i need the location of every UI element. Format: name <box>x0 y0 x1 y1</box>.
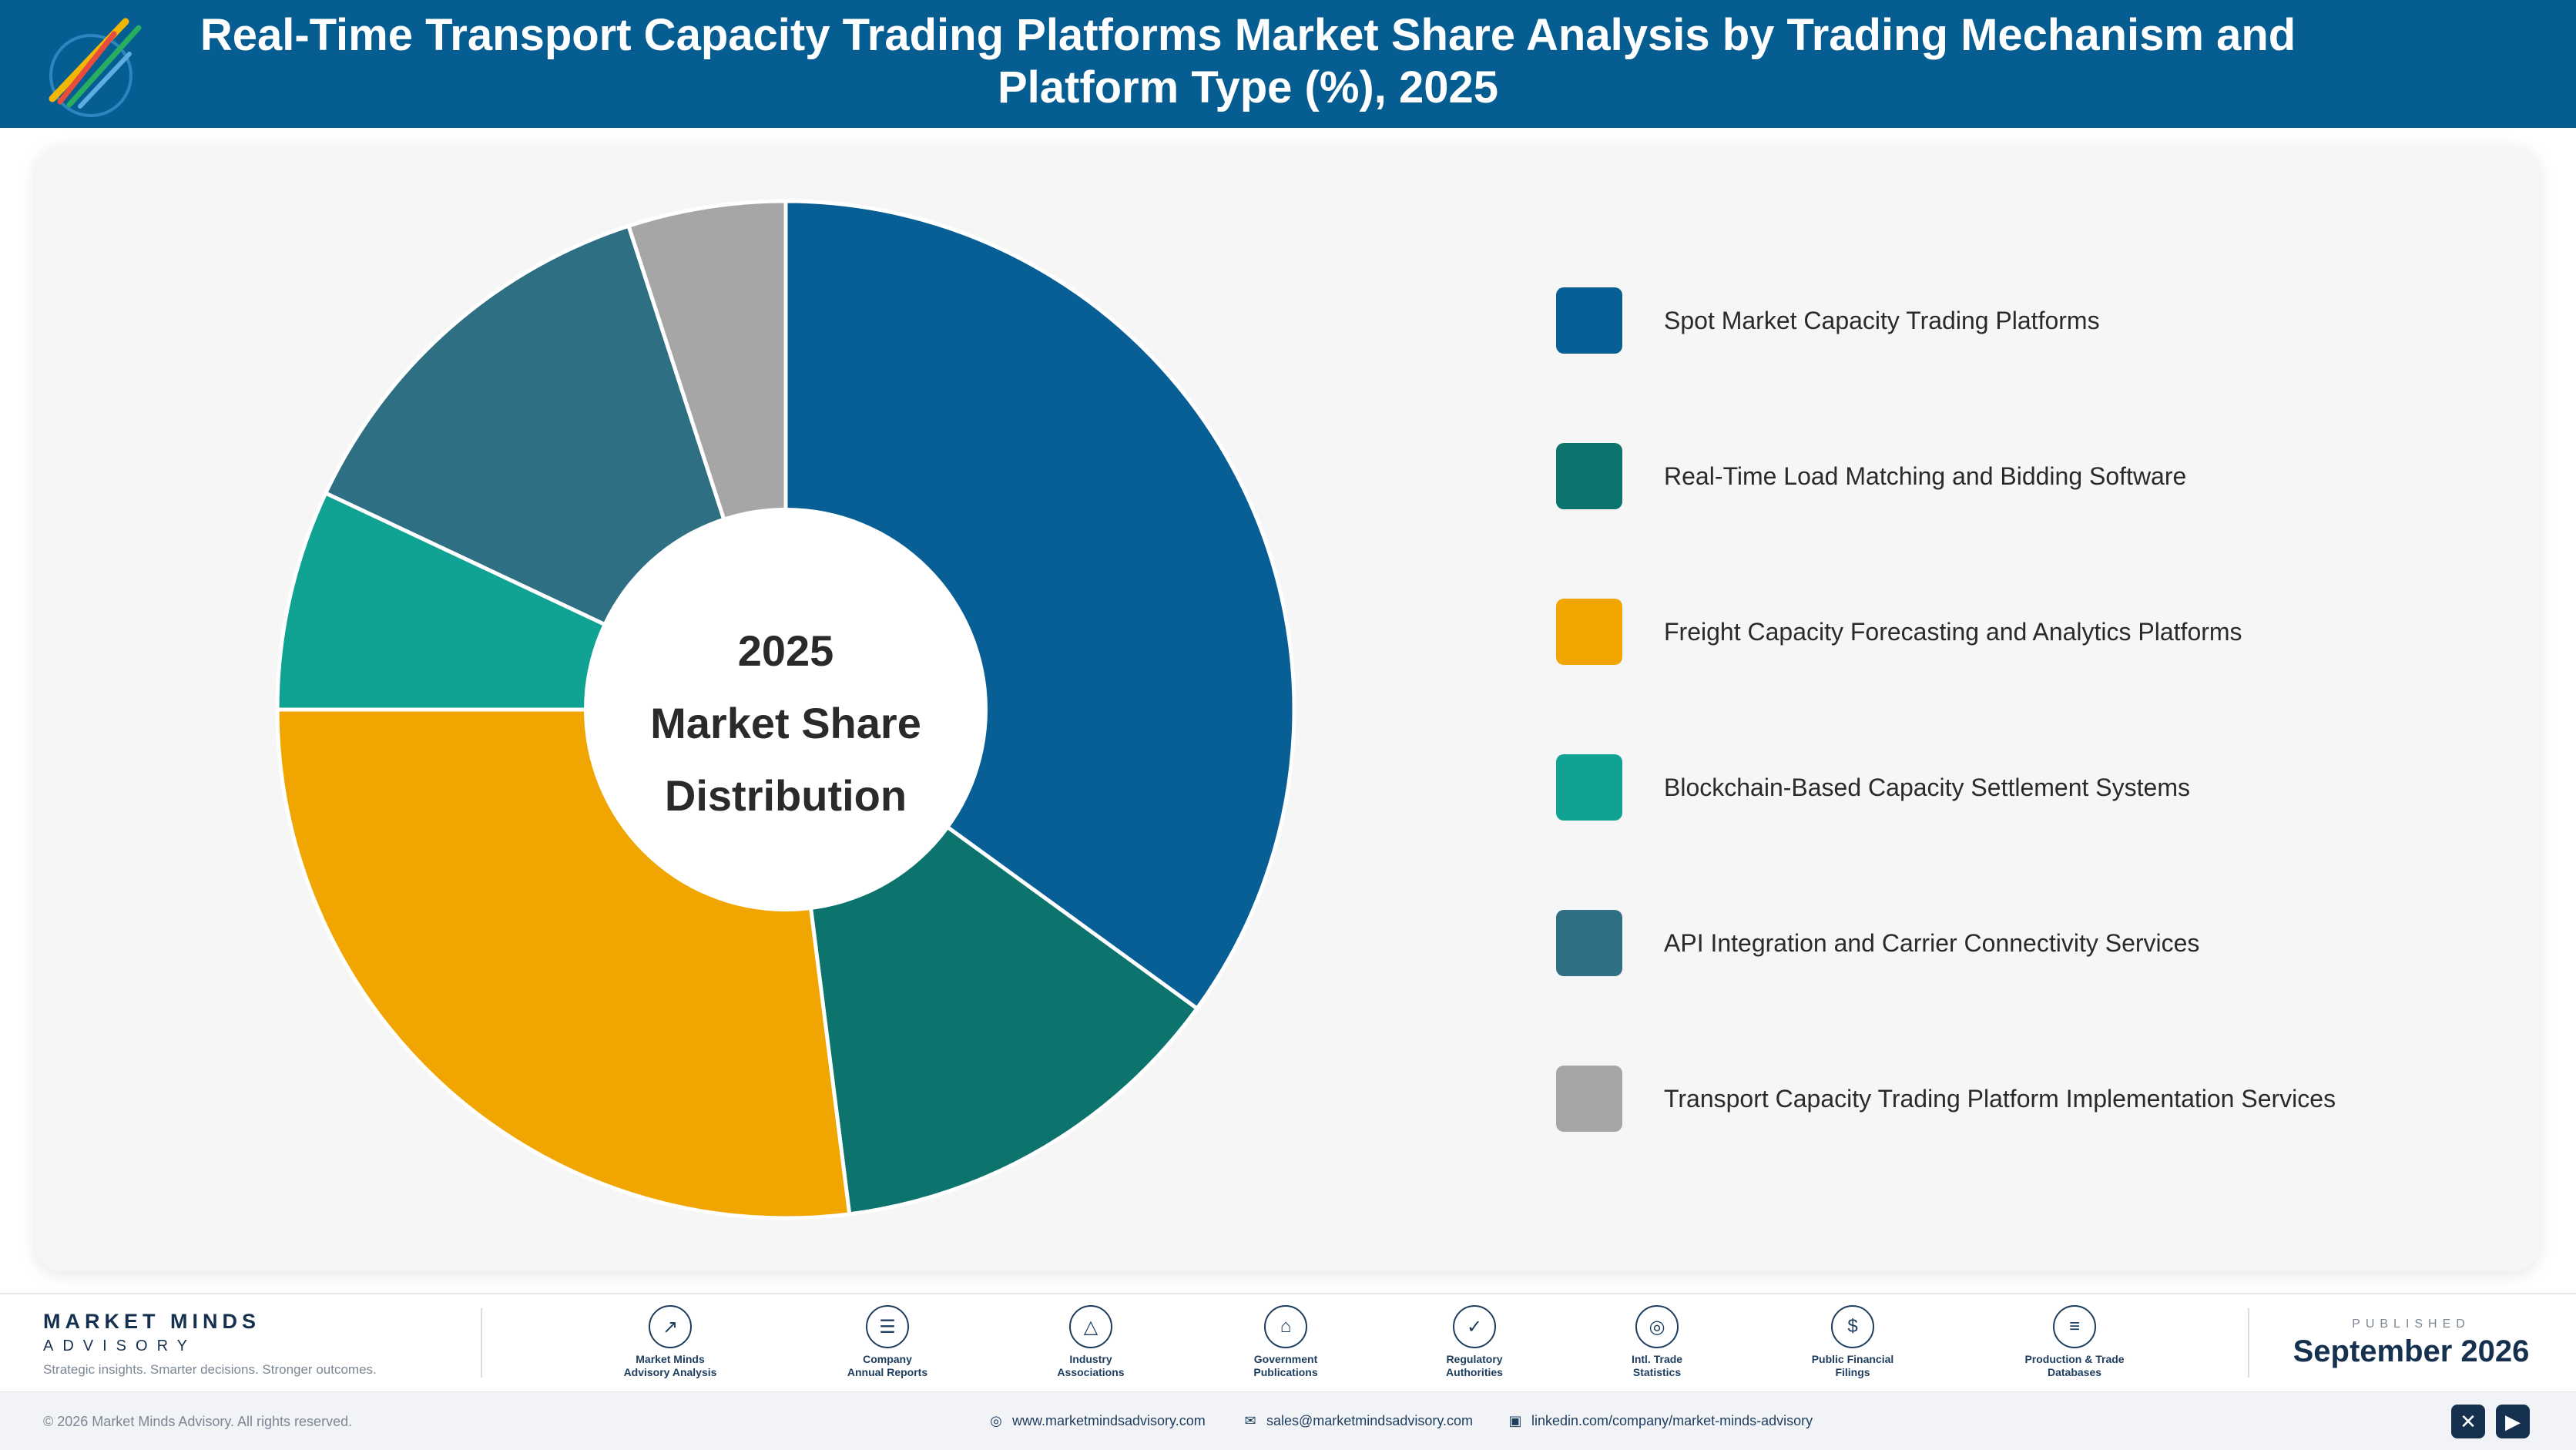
source-company-reports: ☰ Company Annual Reports <box>803 1305 972 1379</box>
source-label: Production & Trade Databases <box>2024 1353 2125 1378</box>
center-label-year: 2025 <box>738 626 834 675</box>
email-link[interactable]: ✉ sales@marketmindsadvisory.com <box>1242 1412 1473 1429</box>
center-label-title: Market Share <box>650 699 921 747</box>
donut-hole <box>584 508 988 911</box>
website-text: www.marketmindsadvisory.com <box>1012 1412 1206 1428</box>
website-link[interactable]: ◎ www.marketmindsadvisory.com <box>988 1412 1206 1429</box>
source-financial-filings: $ Public Financial Filings <box>1768 1305 1937 1379</box>
legend-item: Transport Capacity Trading Platform Impl… <box>1556 1065 2403 1133</box>
legend-label: Transport Capacity Trading Platform Impl… <box>1664 1084 2336 1113</box>
source-label: Industry Associations <box>1057 1353 1125 1378</box>
source-trade-databases: ≡ Production & Trade Databases <box>1990 1305 2159 1379</box>
globe-icon: ◎ <box>990 1412 1002 1428</box>
document-icon: ☰ <box>866 1305 909 1348</box>
youtube-social-icon[interactable]: ▶ <box>2496 1405 2530 1438</box>
footer-separator <box>481 1308 482 1378</box>
source-label: Government Publications <box>1253 1353 1318 1378</box>
legend-item: Freight Capacity Forecasting and Analyti… <box>1556 598 2403 666</box>
source-industry-associations: △ Industry Associations <box>1006 1305 1176 1379</box>
network-icon: △ <box>1069 1305 1112 1348</box>
source-regulatory-authorities: ✓ Regulatory Authorities <box>1390 1305 1559 1379</box>
published-date: September 2026 <box>2293 1334 2530 1368</box>
source-label: Market Minds Advisory Analysis <box>623 1353 717 1378</box>
brand-subtitle: ADVISORY <box>43 1338 196 1354</box>
legend-label: Freight Capacity Forecasting and Analyti… <box>1664 617 2242 646</box>
source-label: Public Financial Filings <box>1811 1353 1894 1378</box>
legend-label: API Integration and Carrier Connectivity… <box>1664 928 2200 957</box>
source-label: Regulatory Authorities <box>1446 1353 1503 1378</box>
email-text: sales@marketmindsadvisory.com <box>1266 1412 1474 1428</box>
mail-icon: ✉ <box>1244 1412 1256 1428</box>
footer-divider <box>0 1293 2576 1294</box>
legend-swatch <box>1556 443 1622 509</box>
legend-label: Blockchain-Based Capacity Settlement Sys… <box>1664 773 2190 801</box>
legend-item: Real-Time Load Matching and Bidding Soft… <box>1556 442 2403 510</box>
database-icon: ≡ <box>2053 1305 2096 1348</box>
donut-chart: 2025 Market Share Distribution <box>277 199 1296 1219</box>
legend-item: Spot Market Capacity Trading Platforms <box>1556 287 2403 354</box>
legend-swatch <box>1556 1066 1622 1132</box>
legend-label: Spot Market Capacity Trading Platforms <box>1664 306 2100 334</box>
donut-slice-1 <box>783 199 1296 1012</box>
brand-name: MARKET MINDS <box>43 1310 260 1333</box>
building-icon: ⌂ <box>1264 1305 1307 1348</box>
brand-tagline: Strategic insights. Smarter decisions. S… <box>43 1362 377 1377</box>
source-market-minds-analysis: ↗ Market Minds Advisory Analysis <box>585 1305 755 1379</box>
bottom-bar: © 2026 Market Minds Advisory. All rights… <box>0 1391 2576 1450</box>
legend-swatch <box>1556 287 1622 354</box>
globe-icon: ◎ <box>1635 1305 1679 1348</box>
center-label-sub: Distribution <box>665 771 907 820</box>
brand-logo-icon <box>49 18 142 117</box>
source-label: Intl. Trade Statistics <box>1631 1353 1683 1378</box>
linkedin-text: linkedin.com/company/market-minds-adviso… <box>1531 1412 1813 1428</box>
source-government-publications: ⌂ Government Publications <box>1201 1305 1370 1379</box>
coin-icon: $ <box>1831 1305 1874 1348</box>
linkedin-link[interactable]: ▣ linkedin.com/company/market-minds-advi… <box>1507 1412 1813 1429</box>
copyright-text: © 2026 Market Minds Advisory. All rights… <box>43 1414 353 1429</box>
x-social-icon[interactable]: ✕ <box>2451 1405 2485 1438</box>
footer-separator <box>2248 1308 2249 1378</box>
legend-item: API Integration and Carrier Connectivity… <box>1556 909 2403 977</box>
legend-item: Blockchain-Based Capacity Settlement Sys… <box>1556 754 2403 821</box>
source-label: Company Annual Reports <box>847 1353 928 1378</box>
legend-swatch <box>1556 599 1622 665</box>
legend-swatch <box>1556 754 1622 821</box>
page-title: Real-Time Transport Capacity Trading Pla… <box>200 10 2296 112</box>
trend-icon: ↗ <box>649 1305 692 1348</box>
legend-swatch <box>1556 910 1622 976</box>
published-label: PUBLISHED <box>2352 1317 2470 1331</box>
shield-icon: ✓ <box>1453 1305 1496 1348</box>
linkedin-icon: ▣ <box>1508 1412 1522 1428</box>
footer: MARKET MINDS ADVISORY Strategic insights… <box>0 1294 2576 1391</box>
source-trade-statistics: ◎ Intl. Trade Statistics <box>1572 1305 1742 1379</box>
legend-label: Real-Time Load Matching and Bidding Soft… <box>1664 462 2187 490</box>
header-bar: Real-Time Transport Capacity Trading Pla… <box>0 0 2576 128</box>
